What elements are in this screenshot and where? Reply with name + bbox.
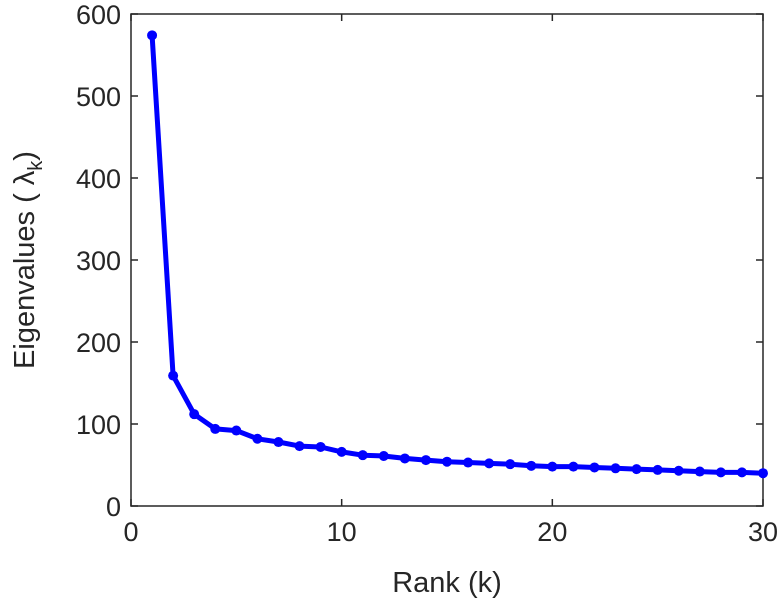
y-tick-label: 400 (76, 164, 121, 194)
data-point (694, 466, 705, 477)
y-tick-label: 100 (76, 410, 121, 440)
data-point (210, 423, 221, 434)
y-axis-title-subscript: k (25, 160, 47, 171)
y-axis-title-close: ) (9, 151, 41, 161)
x-axis-title: Rank (k) (392, 567, 502, 599)
data-point (547, 461, 558, 472)
y-tick-label: 0 (106, 492, 121, 522)
data-point (399, 453, 410, 464)
data-point (589, 462, 600, 473)
data-point (484, 458, 495, 469)
data-point (631, 464, 642, 475)
x-tick-label: 30 (748, 517, 778, 547)
data-point (273, 437, 284, 448)
data-point (147, 30, 158, 41)
y-tick-label: 600 (76, 0, 121, 30)
data-point (652, 464, 663, 475)
data-point (336, 446, 347, 457)
data-point (736, 467, 747, 478)
data-point (420, 455, 431, 466)
y-axis-title-main: Eigenvalues ( λ (9, 170, 41, 369)
x-tick-label: 10 (327, 517, 357, 547)
data-point (463, 457, 474, 468)
data-point (610, 463, 621, 474)
data-point (231, 425, 242, 436)
x-tick-label: 20 (537, 517, 567, 547)
data-point (505, 459, 516, 470)
data-point (315, 441, 326, 452)
plot-frame (130, 13, 764, 507)
data-point (294, 441, 305, 452)
data-points (147, 30, 768, 479)
y-axis-title: Eigenvalues ( λk) (9, 151, 47, 369)
axis-ticks (130, 13, 764, 507)
data-point (758, 468, 768, 479)
data-point (673, 465, 684, 476)
data-point (168, 370, 179, 381)
y-tick-label: 200 (76, 328, 121, 358)
data-point (189, 409, 200, 420)
y-tick-label: 500 (76, 82, 121, 112)
data-point (442, 456, 452, 467)
data-point (715, 467, 726, 478)
data-point (357, 450, 368, 461)
data-point (252, 433, 263, 444)
y-tick-label: 300 (76, 246, 121, 276)
x-tick-label: 0 (123, 517, 138, 547)
data-point (568, 461, 579, 472)
data-point (526, 460, 537, 471)
data-point (378, 450, 389, 461)
